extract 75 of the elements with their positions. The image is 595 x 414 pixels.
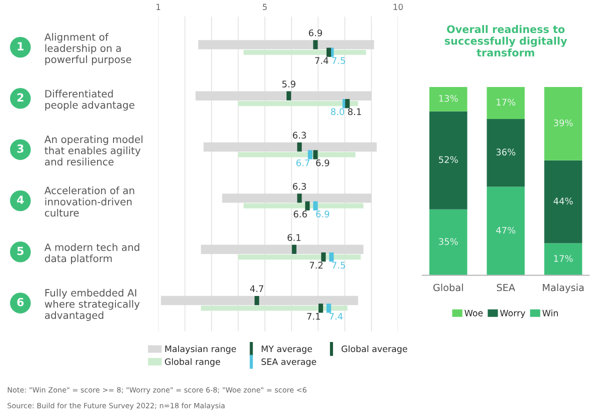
bar bbox=[544, 243, 582, 276]
data-label: 8.0 bbox=[331, 108, 344, 116]
y-tick-label: Acceleration of an innovation-driven culture bbox=[44, 186, 134, 217]
y-tick-label: Differentiated people advantage bbox=[45, 90, 134, 111]
text: 4 bbox=[17, 196, 24, 204]
bar bbox=[544, 86, 582, 160]
legend-label: Win bbox=[542, 310, 558, 316]
data-label: 5.9 bbox=[282, 80, 296, 88]
bar bbox=[486, 86, 525, 119]
data-label: 7.5 bbox=[332, 262, 346, 269]
data-label: 47% bbox=[496, 226, 516, 234]
legend-label: Global average bbox=[342, 345, 408, 354]
data-label: 39% bbox=[554, 119, 573, 126]
text: 1 bbox=[18, 42, 24, 50]
data-label: 7.5 bbox=[332, 57, 346, 64]
data-label: 6.9 bbox=[308, 29, 322, 36]
bar bbox=[222, 194, 372, 203]
data-label: 7.4 bbox=[330, 313, 343, 320]
data-label: 6.9 bbox=[316, 210, 330, 218]
legend-label: SEA average bbox=[262, 358, 316, 367]
bar bbox=[429, 86, 468, 112]
legend-label: Worry bbox=[500, 310, 526, 318]
chart-title: Overall readiness to successfully digitally transform bbox=[444, 25, 568, 57]
bar bbox=[238, 254, 361, 260]
x-tick-label: 5 bbox=[262, 4, 267, 10]
data-label: 6.3 bbox=[292, 132, 306, 139]
data-label: 44% bbox=[554, 198, 573, 204]
data-label: 6.1 bbox=[288, 234, 300, 241]
bar bbox=[244, 203, 364, 208]
data-label: 35% bbox=[438, 238, 458, 245]
text: 3 bbox=[17, 144, 24, 153]
y-tick-label: A modern tech and data platform bbox=[44, 243, 140, 264]
bar bbox=[200, 306, 348, 311]
x-tick-label: 1 bbox=[156, 4, 160, 10]
bar bbox=[244, 50, 366, 55]
data-label: 7.4 bbox=[315, 57, 328, 64]
data-label: 52% bbox=[438, 156, 458, 164]
legend-label: Global range bbox=[164, 358, 220, 367]
bar bbox=[238, 152, 356, 158]
data-label: 8.1 bbox=[348, 108, 361, 116]
data-label: 17% bbox=[554, 255, 573, 262]
bar bbox=[486, 186, 525, 276]
bar bbox=[544, 160, 582, 244]
x-tick-label: Malaysia bbox=[542, 284, 584, 294]
bar bbox=[160, 296, 358, 306]
bar bbox=[200, 244, 364, 254]
y-tick-label: An operating model that enables agility and resilience bbox=[44, 135, 142, 166]
data-label: 4.7 bbox=[250, 285, 264, 292]
x-tick-label: 10 bbox=[394, 4, 403, 10]
data-label: 6.9 bbox=[316, 159, 330, 166]
y-tick-label: Alignment of leadership on a powerful purpose bbox=[44, 33, 132, 66]
legend-label: MY average bbox=[262, 346, 312, 354]
bar bbox=[204, 142, 377, 152]
bar bbox=[198, 40, 374, 50]
legend-label: Malaysian range bbox=[165, 345, 236, 354]
bar bbox=[238, 100, 358, 106]
data-label: 6.7 bbox=[296, 159, 310, 166]
text: 5 bbox=[17, 246, 24, 256]
data-label: 17% bbox=[496, 98, 516, 106]
legend-label: Woe bbox=[464, 310, 483, 316]
bar bbox=[429, 209, 468, 276]
data-label: 13% bbox=[439, 94, 458, 102]
data-label: 36% bbox=[496, 148, 516, 156]
text: 2 bbox=[17, 93, 24, 102]
y-tick-label: Fully embedded AI where strategically advantaged bbox=[44, 288, 140, 321]
data-label: 7.1 bbox=[307, 313, 320, 320]
bar bbox=[486, 118, 525, 187]
bar bbox=[429, 111, 468, 210]
data-label: 7.2 bbox=[310, 262, 323, 268]
data-label: 6.6 bbox=[294, 210, 307, 218]
bar bbox=[196, 91, 372, 100]
x-tick-label: SEA bbox=[496, 284, 516, 292]
x-tick-label: Global bbox=[433, 284, 463, 292]
text: 6 bbox=[17, 298, 24, 306]
data-label: 6.3 bbox=[292, 182, 306, 190]
